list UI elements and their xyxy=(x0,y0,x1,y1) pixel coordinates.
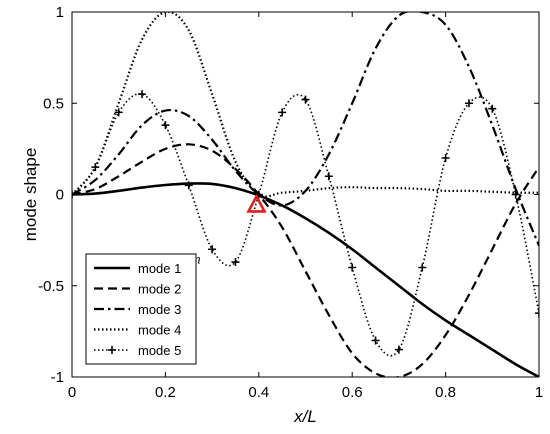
legend-label-mode-5: mode 5 xyxy=(138,343,181,358)
series-line-mode-1 xyxy=(72,182,539,377)
series-line-mode-2 xyxy=(72,143,539,377)
legend: mode 1 mode 2 mode 3 mode 4 mode 5 xyxy=(85,253,197,365)
legend-label-mode-1: mode 1 xyxy=(138,261,181,276)
data-point xyxy=(161,121,170,130)
x-tick-label: 0.6 xyxy=(342,384,363,401)
data-point xyxy=(91,163,100,172)
data-point xyxy=(138,90,147,99)
series-line-mode-3 xyxy=(72,12,539,247)
data-point xyxy=(324,172,333,181)
data-point xyxy=(208,245,217,254)
data-point xyxy=(371,336,380,345)
plot-area xyxy=(72,12,539,377)
data-point xyxy=(488,104,497,113)
data-point xyxy=(464,99,473,108)
y-axis-label: mode shape xyxy=(21,148,40,242)
x-tick-label: 0.2 xyxy=(155,384,176,401)
x-tick-label: 1 xyxy=(535,384,543,401)
legend-label-mode-3: mode 3 xyxy=(138,302,181,317)
data-point xyxy=(535,309,539,318)
data-point xyxy=(441,154,450,162)
x-axis-label: x/L xyxy=(293,407,317,426)
legend-label-mode-2: mode 2 xyxy=(138,282,181,297)
data-point xyxy=(114,108,123,117)
x-tick-label: 0.4 xyxy=(248,384,269,401)
y-tick-label: 1 xyxy=(56,4,64,21)
data-point xyxy=(348,263,357,272)
x-tick-label: 0 xyxy=(68,384,76,401)
y-tick-label: 0 xyxy=(56,187,64,204)
series-line-mode-5 xyxy=(72,93,539,357)
y-tick-label: -0.5 xyxy=(38,278,64,295)
legend-marker xyxy=(108,346,116,354)
data-point xyxy=(278,108,287,117)
legend-box xyxy=(85,253,197,365)
data-point xyxy=(511,190,520,199)
x-tick-label: 0.8 xyxy=(435,384,456,401)
y-tick-label: -1 xyxy=(51,369,64,386)
data-point xyxy=(301,95,310,104)
y-tick-label: 0.5 xyxy=(43,95,64,112)
data-point xyxy=(394,345,403,354)
position-marker-triangle xyxy=(246,193,267,213)
data-point xyxy=(231,258,240,267)
axes: 0 0.2 0.4 0.6 0.8 1 -1 -0.5 0 0.5 1 x/L mode shape xyxy=(21,4,543,426)
data-point xyxy=(418,263,427,272)
legend-label-mode-4: mode 4 xyxy=(138,323,181,338)
data-point xyxy=(184,181,193,190)
series-lines xyxy=(72,12,539,377)
